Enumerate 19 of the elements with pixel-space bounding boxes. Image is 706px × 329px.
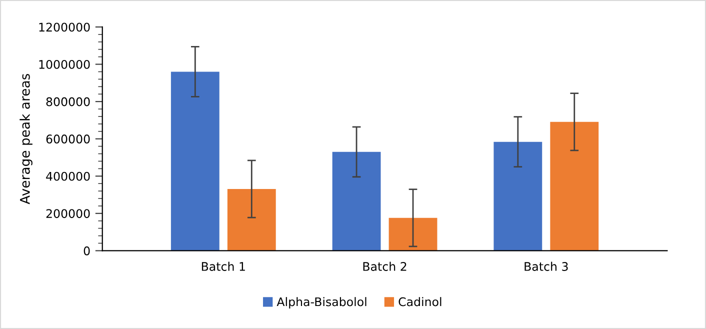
bar: [388, 218, 438, 251]
x-tick-label: Batch 2: [363, 262, 406, 271]
bar: [550, 122, 599, 251]
bar: [170, 72, 220, 251]
y-tick-label: 1200000: [39, 22, 90, 32]
y-tick-label: 400000: [46, 172, 90, 181]
x-tick-label: Batch 3: [524, 262, 568, 271]
legend-label: Cadinol: [398, 297, 442, 306]
y-tick-label: 0: [84, 246, 90, 256]
legend-label: Alpha-Bisabolol: [276, 297, 366, 309]
y-tick-label: 200000: [46, 209, 90, 218]
y-tick-label: 1000000: [39, 60, 90, 69]
y-axis-title: Average peak areas: [20, 74, 32, 204]
y-tick-label: 800000: [46, 97, 90, 106]
bar: [227, 188, 276, 251]
y-tick-label: 600000: [46, 134, 90, 144]
x-tick-label: Batch 1: [202, 262, 245, 271]
bar: [494, 142, 542, 251]
bar: [332, 152, 381, 251]
